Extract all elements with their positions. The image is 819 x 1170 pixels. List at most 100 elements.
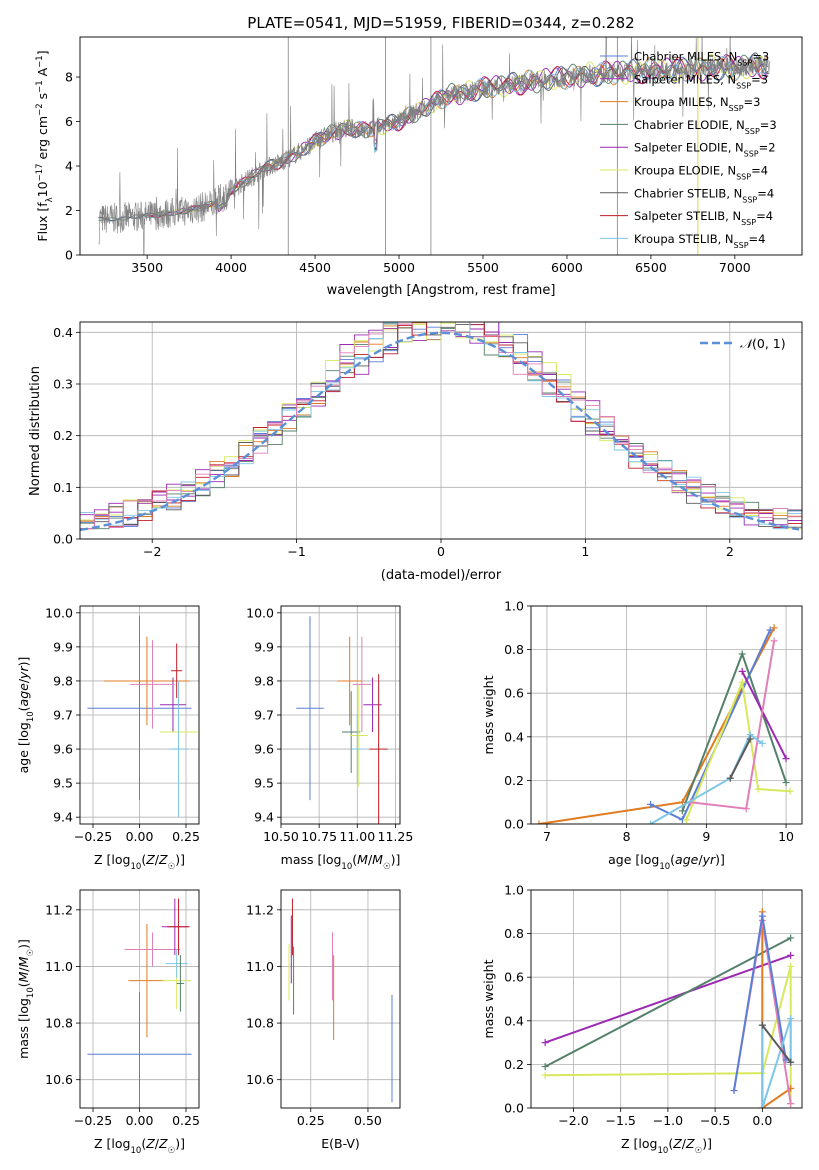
y-tick-label: 9.6 [53, 742, 73, 757]
x-tick-label: 5500 [467, 260, 499, 275]
y-tick-label: 8 [65, 70, 73, 85]
y-tick-label: 9.9 [254, 639, 274, 654]
y-tick-label: 11.2 [45, 902, 73, 917]
weight-line [690, 640, 776, 810]
y-tick-label: 0.1 [53, 480, 73, 495]
y-tick-label: 10.8 [45, 1016, 73, 1031]
weight-marker [758, 912, 766, 920]
weight-line [544, 954, 792, 1044]
observed-spectrum-line [98, 37, 771, 255]
y-tick-label: 0.0 [504, 1101, 524, 1116]
x-tick-label: 0.25 [172, 1113, 200, 1128]
weight-marker [787, 951, 795, 959]
weight-marker [738, 678, 746, 686]
legend-label: Chabrier MILES, NSSP=3 [634, 50, 769, 68]
y-axis-label: Flux [fλ10−17 erg cm−2 s−1 A−1] [35, 50, 55, 241]
weight-marker [758, 1104, 766, 1108]
y-tick-label: 1.0 [504, 883, 524, 898]
x-tick-label: 11.00 [339, 829, 375, 844]
spectrum-lines [98, 37, 771, 255]
weight-marker [754, 785, 762, 793]
weight-line [650, 629, 772, 821]
weight-marker [730, 1087, 738, 1095]
weight-line [544, 937, 792, 1068]
x-axis-label: E(B-V) [321, 1136, 360, 1151]
weight-marker [787, 1015, 795, 1023]
axes-frame [530, 889, 803, 1109]
weight-marker [787, 962, 795, 970]
legend-label: Salpeter MILES, NSSP=3 [634, 72, 768, 90]
legend-label: Kroupa ELODIE, NSSP=4 [634, 164, 768, 182]
x-axis-label: mass [log10(M/M☉)] [281, 852, 401, 872]
x-tick-label: 0.25 [297, 1113, 325, 1128]
x-tick-label: 0 [437, 544, 445, 559]
y-tick-label: 10.6 [246, 1072, 274, 1087]
x-tick-label: −1 [287, 544, 305, 559]
x-tick-label: −0.5 [700, 1113, 730, 1128]
weight-marker [758, 1021, 766, 1029]
y-tick-label: 9.9 [53, 639, 73, 654]
axes-mass_vs_Z: −0.25 0.00 0.25 10.6 10.8 11.0 11.2 [45, 889, 200, 1128]
y-tick-label: 1.0 [504, 599, 524, 614]
y-tick-label: 10.8 [246, 1016, 274, 1031]
x-tick-label: 0.50 [354, 1113, 382, 1128]
weight-marker [770, 624, 778, 632]
weight-line [761, 1024, 792, 1063]
weight-marker [782, 755, 790, 763]
weight-marker [738, 650, 746, 658]
y-tick-label: 10.6 [45, 1072, 73, 1087]
axes-age_vs_Z: −0.25 0.00 0.25 9.4 9.5 9.6 9.7 9.8 9.9 10.0 [45, 605, 200, 844]
x-tick-label: 11.25 [378, 829, 414, 844]
weight-lines [535, 624, 794, 824]
weight-marker [782, 779, 790, 787]
y-tick-label: 0.4 [53, 325, 73, 340]
axes-frame [79, 36, 803, 256]
legend-label: Kroupa MILES, NSSP=3 [634, 95, 760, 113]
residual-histogram [80, 322, 802, 530]
weight-marker [647, 800, 655, 808]
chart-title: PLATE=0541, MJD=51959, FIBERID=0344, z=0… [247, 14, 634, 32]
y-axis-label: Normed distribution [28, 366, 43, 496]
y-tick-label: 11.0 [45, 959, 73, 974]
axes-frame [79, 605, 200, 825]
weight-marker [742, 805, 750, 813]
x-axis-label: age [log10(age/yr)] [608, 852, 725, 872]
y-tick-label: 9.8 [53, 673, 73, 688]
x-axis-label: Z [log10(Z/Z☉)] [94, 852, 185, 872]
x-tick-label: 3500 [131, 260, 163, 275]
weight-marker [541, 1063, 549, 1071]
x-tick-label: 2 [726, 544, 734, 559]
errorbars [296, 616, 388, 824]
legend-label: Chabrier STELIB, NSSP=4 [634, 186, 774, 204]
y-tick-label: 0.8 [504, 926, 524, 941]
x-axis-label: Z [log10(Z/Z☉)] [621, 1136, 712, 1156]
residual-histogram [80, 322, 802, 530]
y-tick-label: 0.2 [504, 773, 524, 788]
y-tick-label: 9.7 [53, 708, 73, 723]
weight-marker [787, 1100, 795, 1108]
weight-marker [541, 1071, 549, 1079]
residual-histogram [80, 322, 802, 530]
residual-histogram [80, 322, 802, 530]
x-tick-label: 0.25 [172, 829, 200, 844]
weight-marker [738, 667, 746, 675]
y-tick-label: 0.8 [504, 642, 524, 657]
weight-marker [787, 934, 795, 942]
x-tick-label: 9 [702, 829, 710, 844]
axes-residuals: −2 −1 0 1 2 0.0 0.1 0.2 0.3 0.4 𝒩(0, 1) [53, 321, 803, 559]
y-tick-label: 0.3 [53, 377, 73, 392]
x-axis-label: (data-model)/error [381, 568, 502, 583]
legend: Chabrier MILES, NSSP=3 Salpeter MILES, NS… [600, 50, 777, 249]
y-tick-label: 9.5 [53, 776, 73, 791]
legend-label: Chabrier ELODIE, NSSP=3 [634, 118, 777, 136]
weight-line [761, 911, 792, 1108]
y-tick-label: 11.0 [246, 959, 274, 974]
weight-marker [541, 1039, 549, 1047]
weight-marker [766, 626, 774, 634]
y-tick-label: 0 [65, 248, 73, 263]
x-tick-label: −1.5 [606, 1113, 636, 1128]
weight-line [741, 670, 787, 760]
weight-line [761, 1018, 792, 1108]
y-tick-label: 2 [65, 203, 73, 218]
